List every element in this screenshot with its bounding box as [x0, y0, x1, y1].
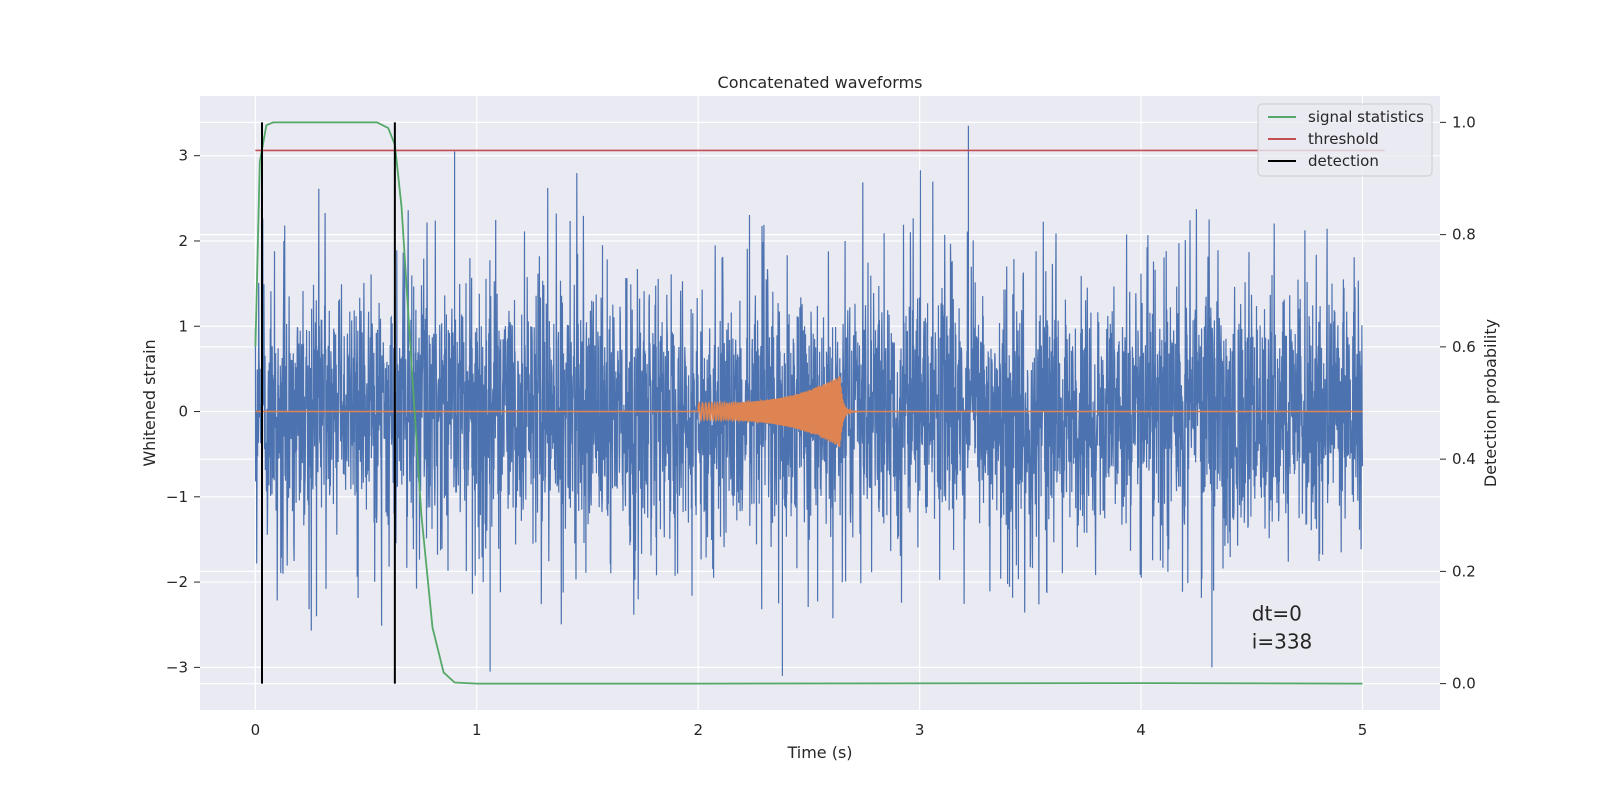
- legend-label-signal-statistics: signal statistics: [1308, 108, 1424, 126]
- y-axis-label: Whitened strain: [140, 339, 159, 466]
- y2-tick-label: 0.0: [1452, 675, 1476, 693]
- legend-box: [1257, 103, 1433, 177]
- y2-tick-label: 0.2: [1452, 562, 1476, 580]
- y2-tick-label: 1.0: [1452, 113, 1476, 131]
- x-tick-label: 5: [1358, 721, 1368, 739]
- y-tick-label: 3: [178, 147, 188, 165]
- ticks: 0 1 2 3 4 5 −3 −2 −1 0 1 2 3 0.0 0.2 0.4 0.6 0.8 1.0: [166, 113, 1476, 739]
- legend-label-threshold: threshold: [1308, 130, 1379, 148]
- y-tick-label: 0: [178, 403, 188, 421]
- legend-label-detection: detection: [1308, 152, 1379, 170]
- legend: signal statistics threshold detection: [1257, 103, 1433, 177]
- annotation: dt=0 i=338: [1252, 601, 1313, 653]
- y-tick-label: −2: [166, 573, 188, 591]
- series-layer: [254, 121, 1385, 685]
- y2-axis-label: Detection probability: [1481, 319, 1500, 487]
- y2-tick-label: 0.6: [1452, 338, 1476, 356]
- x-tick-label: 3: [915, 721, 925, 739]
- x-tick-label: 4: [1136, 721, 1146, 739]
- y-tick-label: 1: [178, 317, 188, 335]
- y-tick-label: 2: [178, 232, 188, 250]
- series-injected-chirp: [255, 376, 1363, 448]
- annotation-index: i=338: [1252, 629, 1313, 653]
- series-signal-statistics: [254, 121, 1363, 685]
- y-tick-label: −1: [166, 488, 188, 506]
- x-tick-label: 2: [693, 721, 703, 739]
- y-tick-label: −3: [166, 658, 188, 676]
- annotation-dt: dt=0: [1252, 601, 1302, 625]
- x-tick-label: 1: [472, 721, 482, 739]
- y2-tick-label: 0.4: [1452, 450, 1476, 468]
- x-tick-label: 0: [251, 721, 261, 739]
- chart-title: Concatenated waveforms: [718, 73, 923, 92]
- x-axis-label: Time (s): [786, 743, 852, 762]
- y2-tick-label: 0.8: [1452, 226, 1476, 244]
